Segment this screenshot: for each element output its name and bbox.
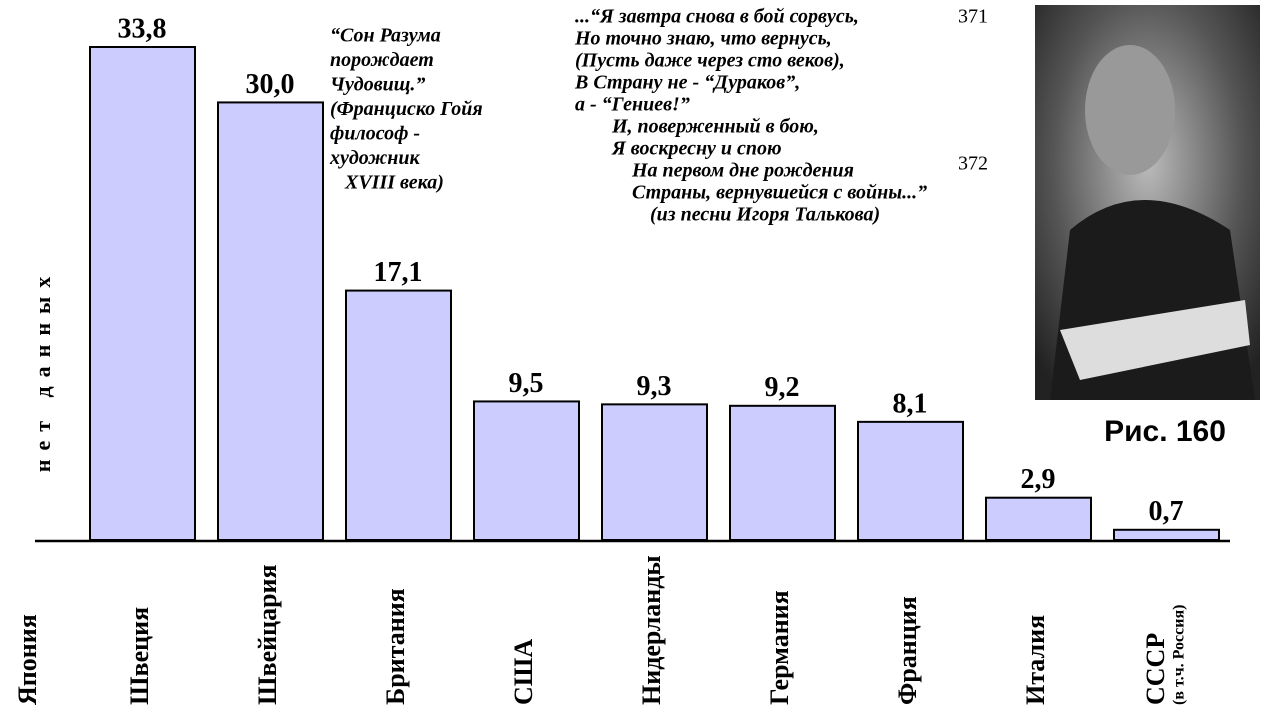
poem-line: ...“Я завтра снова в бой сорвусь, bbox=[575, 6, 859, 28]
quote-line: (Франциско Гойя bbox=[330, 98, 483, 120]
x-tick-label: Нидерланды bbox=[637, 555, 666, 705]
bar bbox=[601, 403, 708, 542]
poem-line: Я воскресну и спою bbox=[611, 138, 782, 160]
poem-line: В Страну не - “Дураков”, bbox=[574, 72, 800, 94]
poem-line: (Пусть даже через сто веков), bbox=[575, 50, 845, 72]
poem-line: Страны, вернувшейся с войны...” bbox=[632, 182, 927, 204]
bar bbox=[345, 289, 452, 542]
value-label: 2,9 bbox=[1021, 464, 1056, 495]
x-tick-label: США bbox=[509, 639, 538, 705]
quote-line: порождает bbox=[330, 49, 434, 71]
bar bbox=[729, 404, 836, 541]
x-tick-label: Япония bbox=[13, 614, 42, 705]
x-tick-note: (в т.ч. Россия) bbox=[1171, 605, 1188, 705]
poem-line: На первом дне рождения bbox=[631, 160, 854, 182]
value-label: 0,7 bbox=[1149, 496, 1184, 527]
x-tick-label: Швеция bbox=[125, 607, 154, 705]
bar bbox=[89, 46, 196, 541]
photo bbox=[1035, 5, 1260, 400]
quote-line: “Сон Разума bbox=[330, 25, 441, 47]
value-label: 33,8 bbox=[118, 13, 167, 44]
x-tick-label: СССР bbox=[1141, 633, 1170, 705]
bar bbox=[1113, 528, 1220, 541]
quote-line: Чудовищ.” bbox=[330, 74, 425, 96]
x-tick-label: Швейцария bbox=[253, 564, 282, 705]
quote-line: философ - bbox=[330, 123, 420, 145]
no-data-label: нет данных bbox=[30, 268, 55, 472]
quote-line: художник bbox=[329, 147, 421, 169]
line-number: 372 bbox=[958, 153, 988, 175]
x-tick-label: Франция bbox=[893, 596, 922, 705]
poem-line: (из песни Игоря Талькова) bbox=[650, 204, 880, 226]
bar bbox=[473, 400, 580, 541]
value-label: 9,5 bbox=[509, 368, 544, 399]
line-number: 371 bbox=[958, 6, 988, 28]
poem-line: а - “Гениев!” bbox=[575, 94, 690, 116]
x-tick-label: Италия bbox=[1021, 615, 1050, 705]
bar bbox=[985, 496, 1092, 541]
value-label: 9,2 bbox=[765, 372, 800, 403]
value-label: 17,1 bbox=[374, 257, 423, 288]
x-tick-label: Германия bbox=[765, 590, 794, 705]
figure-caption: Рис. 160 bbox=[1104, 415, 1226, 448]
x-tick-label: Британия bbox=[381, 588, 410, 705]
poem-line: И, поверженный в бою, bbox=[611, 116, 819, 138]
value-label: 30,0 bbox=[246, 69, 295, 100]
bar bbox=[217, 101, 324, 542]
quote-line: XVIII века) bbox=[344, 172, 444, 194]
value-label: 9,3 bbox=[637, 371, 672, 402]
value-label: 8,1 bbox=[893, 388, 928, 419]
poem-line: Но точно знаю, что вернусь, bbox=[574, 28, 832, 50]
bar bbox=[857, 420, 964, 542]
